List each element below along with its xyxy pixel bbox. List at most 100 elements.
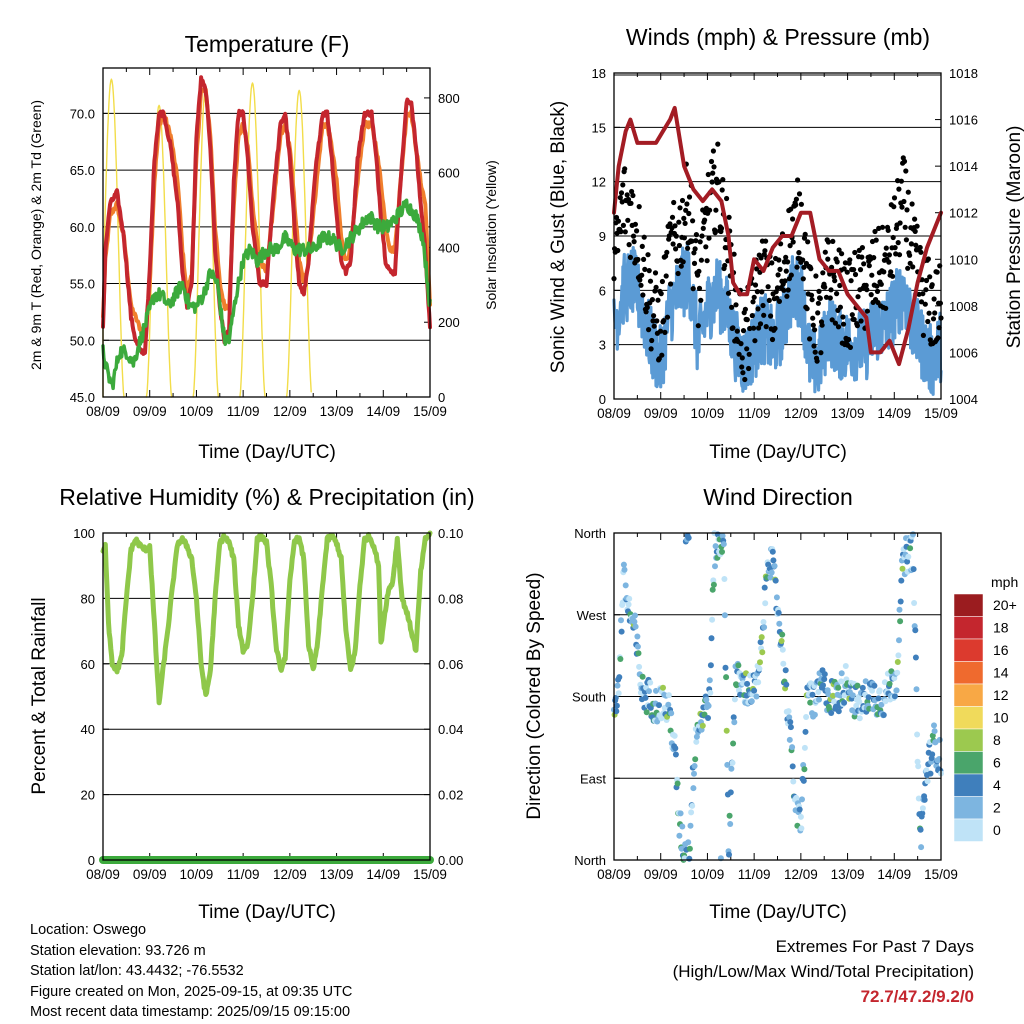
gust-point (819, 322, 825, 328)
direction-point (931, 722, 937, 729)
direction-point (919, 810, 926, 817)
gust-point (684, 201, 690, 207)
gust-point (848, 278, 854, 284)
gust-point (647, 278, 654, 284)
gust-point (796, 191, 803, 197)
gust-point (774, 285, 781, 291)
gust-point (859, 245, 866, 251)
direction-point (899, 565, 906, 572)
direction-point (767, 574, 774, 581)
direction-point (724, 761, 731, 768)
y-tick-label: 60 (81, 657, 95, 672)
gust-point (690, 286, 696, 292)
winds-y2label: Station Pressure (Maroon) (1004, 126, 1024, 349)
y-tick-label: 12 (592, 175, 606, 190)
gust-point (761, 312, 767, 318)
gust-point (784, 293, 790, 299)
direction-point (838, 678, 845, 685)
gust-point (690, 218, 696, 224)
direction-point (927, 770, 934, 777)
direction-point (776, 620, 783, 627)
direction-point (886, 680, 893, 687)
y2-tick-label: 1008 (949, 299, 978, 314)
direction-point (676, 832, 683, 839)
gust-point (706, 235, 712, 241)
legend-swatch (953, 638, 984, 662)
gust-point (681, 215, 687, 221)
gust-point (859, 254, 865, 260)
direction-point (828, 710, 835, 716)
gust-point (769, 336, 776, 343)
gust-point (627, 254, 634, 260)
gust-point (782, 278, 788, 284)
direction-point (894, 659, 901, 665)
direction-point (616, 674, 623, 681)
x-tick-label: 08/09 (86, 404, 120, 419)
gust-point (896, 252, 903, 258)
gust-point (718, 225, 725, 231)
winds-ylabel: Sonic Wind & Gust (Blue, Black) (548, 101, 569, 373)
direction-point (618, 617, 624, 624)
gust-point (636, 204, 642, 210)
gust-point (793, 196, 800, 202)
gust-point (886, 252, 893, 258)
y-tick-label: East (580, 771, 606, 786)
direction-point (759, 649, 766, 656)
y2-tick-label: 200 (438, 315, 460, 330)
direction-point (760, 619, 767, 625)
direction-point (712, 543, 719, 550)
gust-point (776, 298, 783, 304)
gust-point (890, 234, 896, 241)
direction-ylabel: Direction (Colored By Speed) (524, 572, 545, 819)
direction-point (625, 601, 632, 608)
direction-point (912, 654, 919, 661)
station-elevation: Station elevation: 93.726 m (30, 942, 206, 959)
gust-point (708, 158, 715, 165)
legend-title: mph (991, 574, 1018, 590)
gust-point (766, 297, 772, 303)
direction-point (686, 855, 693, 862)
gust-point (905, 189, 911, 195)
legend-swatch (953, 683, 984, 707)
gust-point (857, 267, 864, 273)
gust-point (626, 242, 632, 248)
gust-point (918, 249, 924, 255)
direction-point (929, 732, 936, 739)
gust-point (835, 324, 842, 330)
direction-point (761, 584, 768, 591)
gust-point (814, 358, 820, 364)
direction-point (709, 586, 716, 593)
y2-tick-label: 0.10 (438, 526, 463, 541)
y2-tick-label: 600 (438, 166, 460, 181)
gust-point (624, 192, 630, 198)
gust-point (815, 310, 821, 316)
x-tick-label: 12/09 (784, 406, 818, 421)
gust-point (736, 351, 742, 357)
direction-point (842, 663, 849, 669)
direction-point (897, 598, 904, 605)
gust-point (628, 200, 634, 206)
station-location: Location: Oswego (30, 922, 147, 938)
y2-tick-label: 1006 (949, 345, 978, 360)
direction-point (613, 708, 620, 715)
y-tick-label: 65.0 (70, 163, 95, 178)
gust-point (746, 365, 752, 372)
gust-point (693, 232, 700, 238)
temperature-plot-area: 45.0 50.0 55.0 60.0 65.0 70.0 0 200 400 600 800 08/… (70, 67, 460, 419)
gust-point (923, 277, 930, 284)
gust-point (827, 295, 833, 301)
gust-point (692, 246, 698, 252)
temperature-ylabel: 2m & 9m T (Red, Orange) & 2m Td (Green) (28, 100, 44, 370)
gust-point (914, 223, 920, 229)
gust-point (751, 325, 757, 331)
direction-point (707, 662, 714, 669)
direction-point (705, 702, 712, 709)
gust-point (793, 202, 799, 208)
gust-point (892, 245, 898, 251)
direction-point (911, 600, 918, 606)
gust-point (642, 266, 648, 272)
direction-point (859, 684, 866, 691)
direction-point (646, 688, 652, 695)
y-tick-label: North (574, 526, 606, 541)
direction-point (631, 618, 638, 625)
